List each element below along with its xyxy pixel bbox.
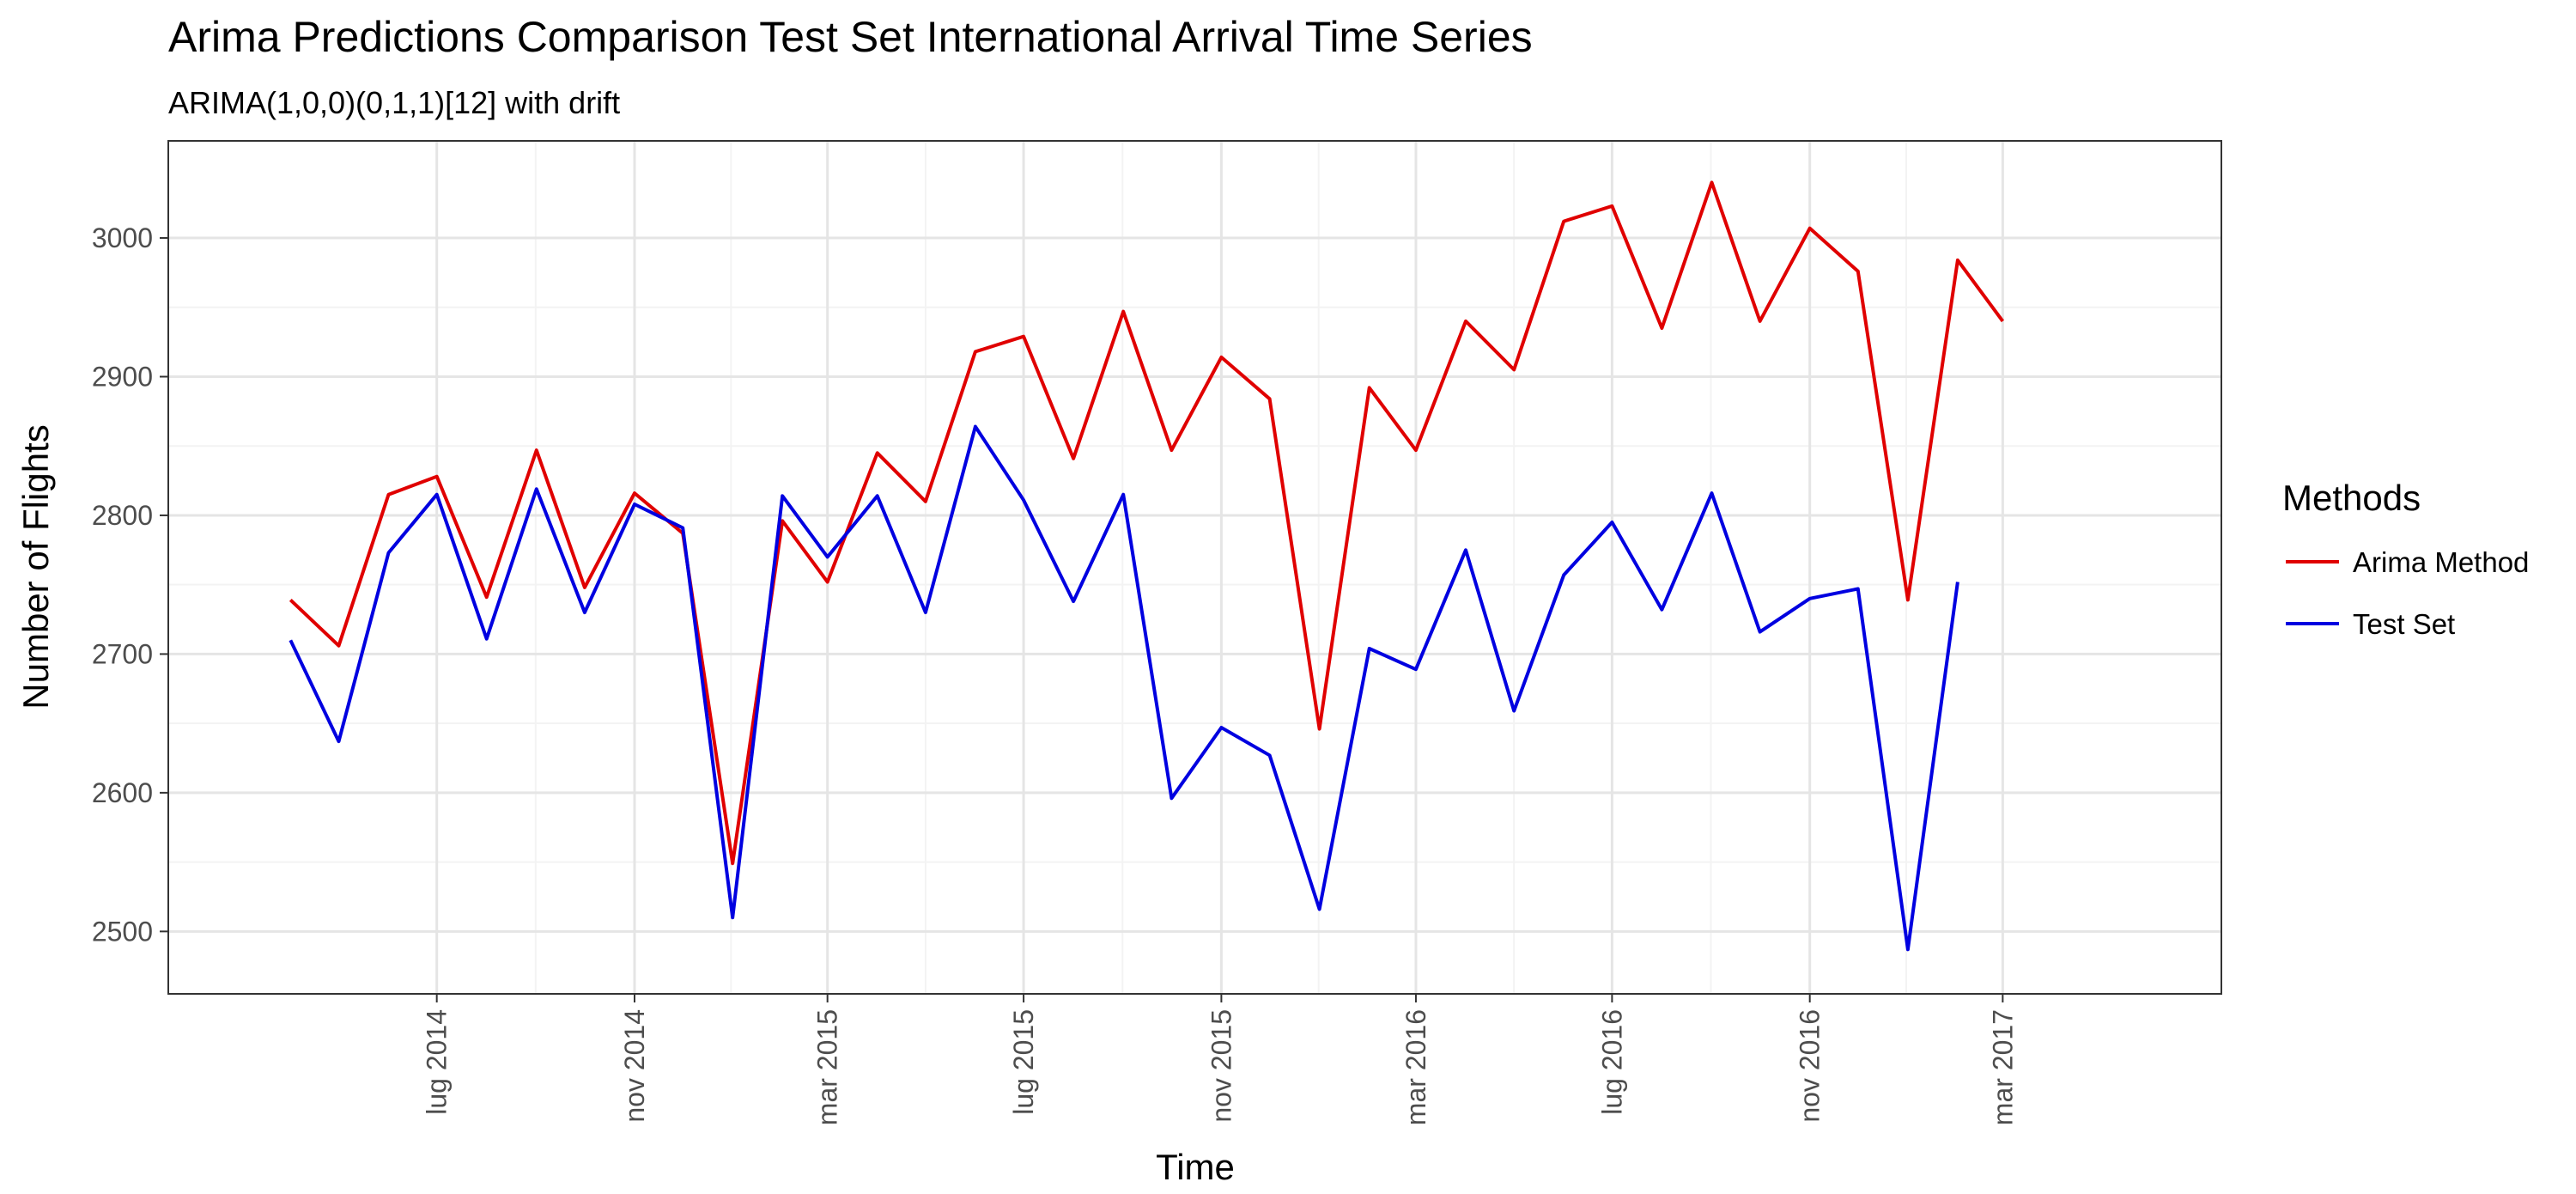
x-tick-label: lug 2014 xyxy=(422,1009,453,1115)
chart-subtitle: ARIMA(1,0,0)(0,1,1)[12] with drift xyxy=(168,85,620,120)
legend-item-label: Arima Method xyxy=(2353,546,2529,578)
y-tick-label: 2900 xyxy=(92,361,153,392)
series-line-test-set xyxy=(289,424,1959,952)
x-tick-label: nov 2015 xyxy=(1206,1009,1236,1123)
x-tick-label: lug 2015 xyxy=(1008,1009,1039,1115)
plot-area: 2500 2600 2700 2800 2900 3000 lug 2014 nov 2014… xyxy=(92,140,2222,1125)
legend: Methods Arima Method Test Set xyxy=(2282,478,2529,640)
y-tick-label: 2500 xyxy=(92,916,153,947)
x-axis-title: Time xyxy=(1156,1147,1235,1187)
plot-border xyxy=(167,140,2222,995)
series-line-arima-method xyxy=(289,180,2005,866)
x-tick-label: nov 2016 xyxy=(1795,1009,1826,1123)
y-tick-label: 2700 xyxy=(92,638,153,669)
chart-title: Arima Predictions Comparison Test Set In… xyxy=(168,13,1533,61)
legend-title: Methods xyxy=(2282,478,2421,518)
x-tick-label: nov 2014 xyxy=(619,1009,650,1123)
y-tick-label: 2600 xyxy=(92,777,153,808)
x-tick-label: lug 2016 xyxy=(1596,1009,1627,1115)
y-tick-label: 3000 xyxy=(92,222,153,253)
y-axis-title: Number of Flights xyxy=(15,424,56,709)
y-tick-label: 2800 xyxy=(92,500,153,531)
x-tick-label: mar 2017 xyxy=(1987,1009,2018,1125)
x-tick-label: mar 2016 xyxy=(1400,1009,1431,1125)
legend-item-label: Test Set xyxy=(2353,608,2455,640)
x-tick-label: mar 2015 xyxy=(812,1009,843,1125)
